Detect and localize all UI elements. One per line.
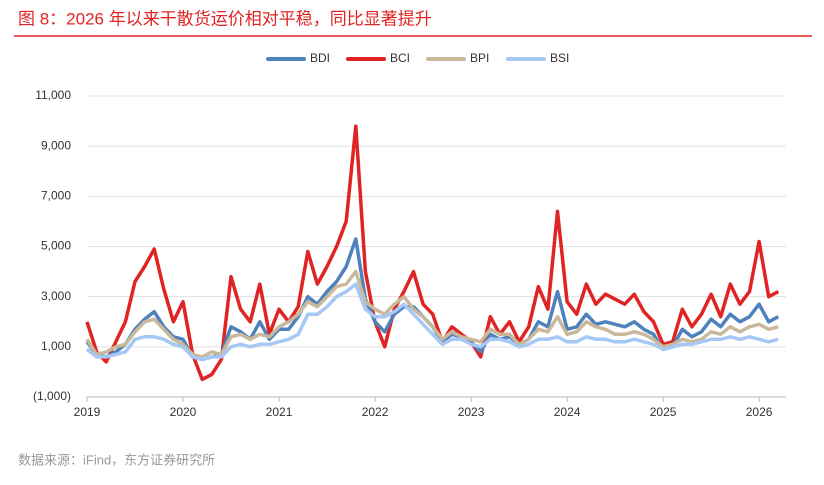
x-tick-label: 2021 — [266, 405, 293, 419]
chart-title: 图 8：2026 年以来干散货运价相对平稳，同比显著提升 — [18, 9, 432, 28]
y-tick-label: 1,000 — [41, 339, 71, 353]
source-note: 数据来源：iFind，东方证券研究所 — [18, 452, 215, 467]
series-line — [85, 269, 779, 359]
x-tick-label: 2023 — [458, 405, 485, 419]
series-line — [85, 282, 779, 362]
y-tick-label: 9,000 — [41, 138, 71, 152]
legend-label: BDI — [310, 51, 330, 65]
x-tick-label: 2026 — [746, 405, 773, 419]
y-tick-label: 3,000 — [41, 289, 71, 303]
y-tick-label: 7,000 — [41, 189, 71, 203]
legend-label: BPI — [470, 51, 489, 65]
y-tick-label: 11,000 — [35, 88, 71, 102]
x-tick-label: 2025 — [650, 405, 677, 419]
series-line — [85, 124, 780, 382]
y-tick-label: 5,000 — [41, 239, 71, 253]
x-tick-label: 2022 — [362, 405, 389, 419]
legend-label: BSI — [550, 51, 569, 65]
legend-label: BCI — [390, 51, 410, 65]
x-tick-label: 2024 — [554, 405, 581, 419]
y-tick-label: (1,000) — [33, 389, 71, 403]
x-tick-label: 2020 — [170, 405, 197, 419]
x-tick-label: 2019 — [74, 405, 101, 419]
